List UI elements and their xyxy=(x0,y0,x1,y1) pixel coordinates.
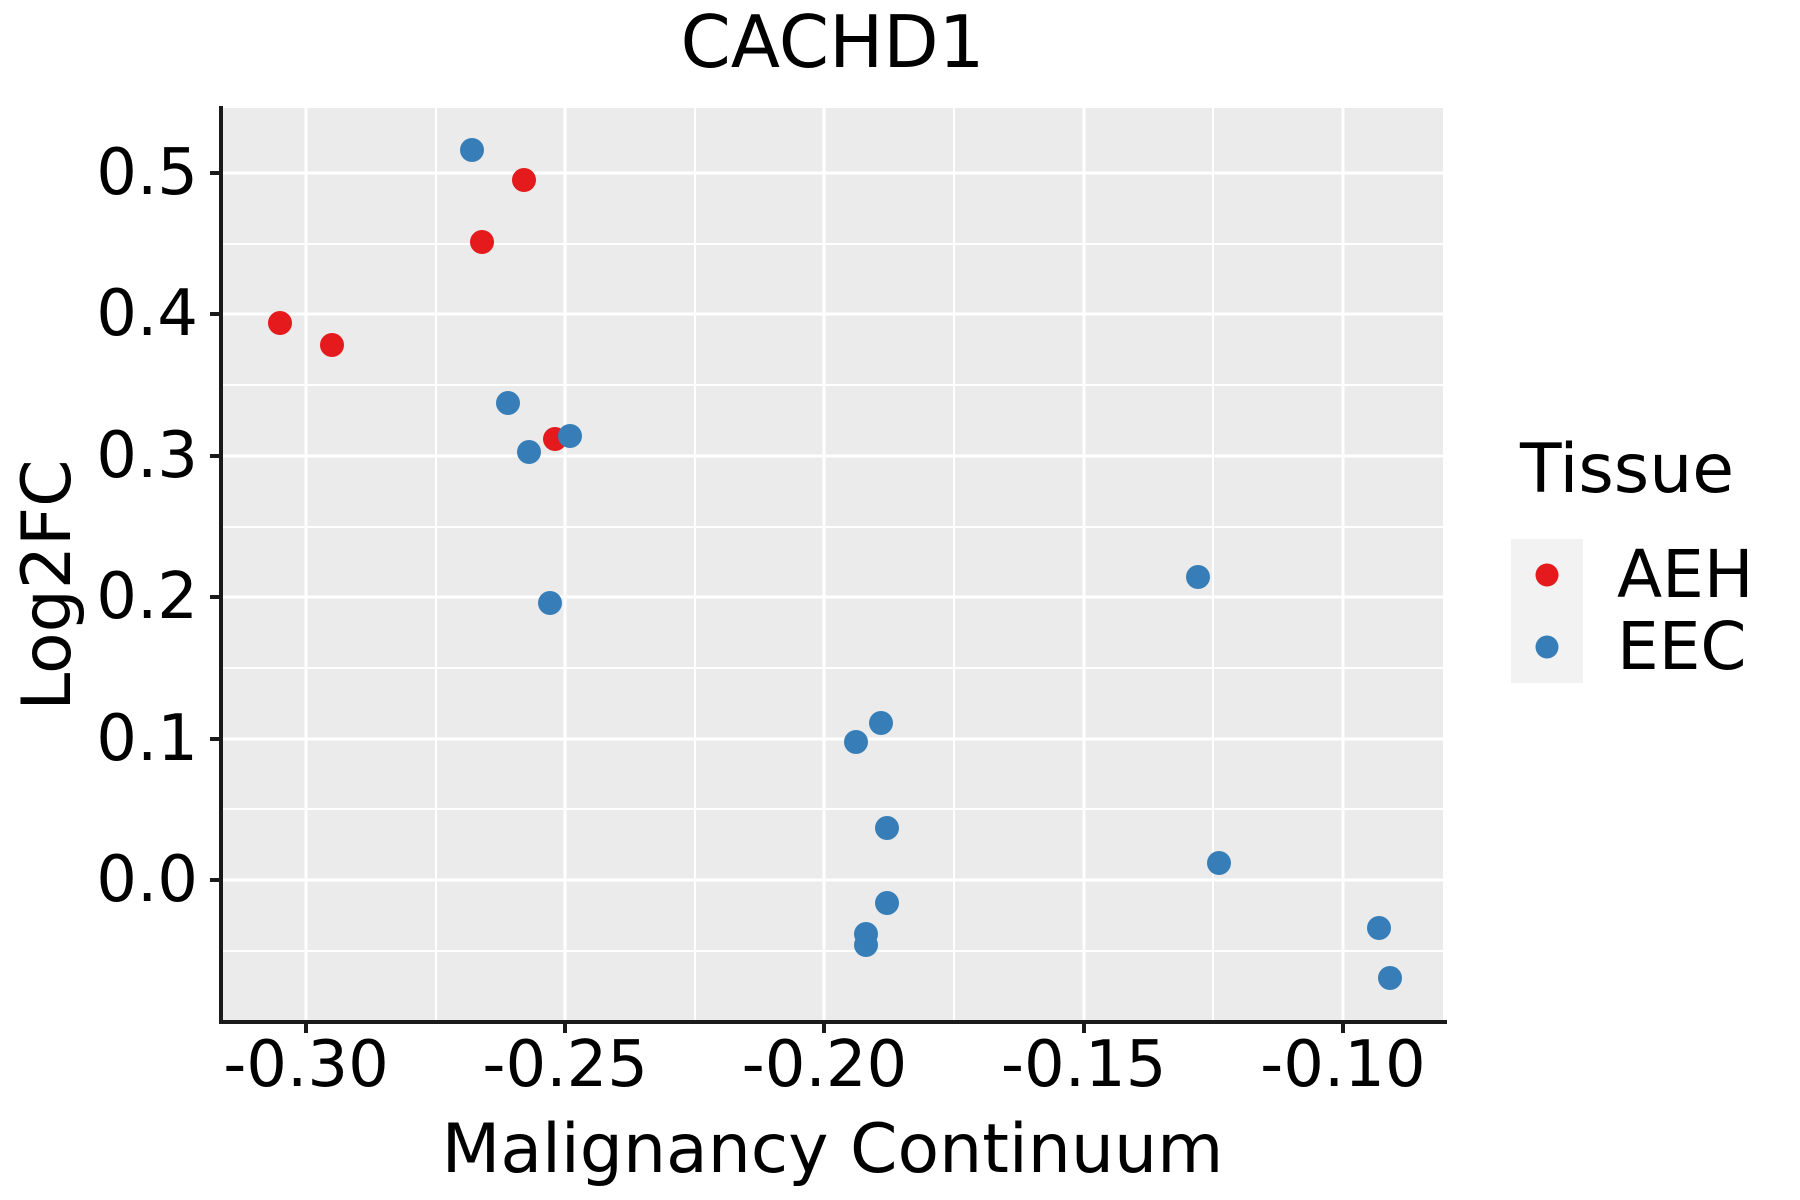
y-axis-tick-label: 0.2 xyxy=(96,560,198,635)
y-axis-tick xyxy=(210,170,220,175)
gridline-y-minor xyxy=(222,666,1443,669)
x-axis-tick xyxy=(822,1023,827,1033)
x-axis-line xyxy=(219,1020,1447,1024)
y-axis-tick-label: 0.5 xyxy=(96,135,198,210)
y-axis-tick xyxy=(210,595,220,600)
x-axis-tick-label: -0.15 xyxy=(1000,1028,1167,1102)
gridline-y-minor xyxy=(222,949,1443,952)
data-point-aeh xyxy=(268,310,293,335)
data-point-eec xyxy=(853,933,878,958)
gridline-y-minor xyxy=(222,525,1443,528)
chart-title: CACHD1 xyxy=(680,0,985,84)
gridline-x-major xyxy=(304,108,308,1022)
data-point-eec xyxy=(1377,965,1402,990)
data-point-eec xyxy=(558,424,583,448)
data-point-aeh xyxy=(470,230,495,255)
data-point-eec xyxy=(843,729,868,754)
gridline-y-major xyxy=(222,171,1443,175)
legend-key xyxy=(1511,539,1583,611)
legend-title: Tissue xyxy=(1520,430,1735,509)
legend-entry-aeh: AEH xyxy=(1511,539,1753,611)
gridline-y-minor xyxy=(222,242,1443,245)
gridline-x-major xyxy=(822,108,826,1022)
plot-panel xyxy=(222,108,1443,1022)
data-point-eec xyxy=(496,391,521,416)
data-point-aeh xyxy=(511,167,536,192)
x-axis-tick-label: -0.25 xyxy=(482,1028,649,1102)
gridline-x-major xyxy=(1341,108,1345,1022)
data-point-eec xyxy=(516,439,541,464)
gridline-x-minor xyxy=(434,108,437,1022)
y-axis-tick-label: 0.0 xyxy=(96,843,198,918)
data-point-aeh xyxy=(319,333,344,358)
gridline-y-minor xyxy=(222,384,1443,387)
legend-dot-aeh xyxy=(1535,563,1559,587)
legend-label: AEH xyxy=(1617,536,1754,613)
gridline-y-major xyxy=(222,454,1443,458)
data-point-eec xyxy=(1206,851,1231,876)
x-axis-tick xyxy=(1081,1023,1086,1033)
legend-key xyxy=(1511,611,1583,683)
x-axis-tick xyxy=(1340,1023,1345,1033)
y-axis-tick-label: 0.4 xyxy=(96,277,198,352)
x-axis-tick-label: -0.20 xyxy=(741,1028,908,1102)
gridline-y-major xyxy=(222,878,1443,882)
x-axis-tick xyxy=(303,1023,308,1033)
y-axis-line xyxy=(219,106,223,1024)
data-point-eec xyxy=(459,138,484,163)
data-point-eec xyxy=(537,590,562,615)
legend-label: EEC xyxy=(1617,608,1747,685)
gridline-y-minor xyxy=(222,808,1443,811)
gridline-y-major xyxy=(222,312,1443,316)
gridline-y-major xyxy=(222,737,1443,741)
y-axis-title: Log2FC xyxy=(8,459,87,711)
gridline-x-minor xyxy=(1212,108,1215,1022)
legend-entry-eec: EEC xyxy=(1511,611,1753,683)
y-axis-tick-label: 0.3 xyxy=(96,418,198,493)
gridline-y-major xyxy=(222,595,1443,599)
data-point-eec xyxy=(874,815,899,840)
gridline-x-minor xyxy=(953,108,956,1022)
gridline-x-minor xyxy=(693,108,696,1022)
y-axis-tick xyxy=(210,312,220,317)
data-point-eec xyxy=(1367,916,1392,941)
y-axis-tick-label: 0.1 xyxy=(96,701,198,776)
data-point-eec xyxy=(874,890,899,915)
y-axis-tick xyxy=(210,878,220,883)
gridline-x-major xyxy=(563,108,567,1022)
x-axis-title: Malignancy Continuum xyxy=(441,1110,1224,1189)
x-axis-tick xyxy=(563,1023,568,1033)
x-axis-tick-label: -0.30 xyxy=(223,1028,389,1102)
x-axis-tick-label: -0.10 xyxy=(1260,1028,1426,1102)
legend-dot-eec xyxy=(1535,635,1559,659)
data-point-eec xyxy=(869,711,894,736)
y-axis-tick xyxy=(210,736,220,741)
legend-entries: AEH EEC xyxy=(1511,539,1753,683)
gridline-x-major xyxy=(1082,108,1086,1022)
y-axis-tick xyxy=(210,453,220,458)
data-point-eec xyxy=(1185,565,1210,590)
